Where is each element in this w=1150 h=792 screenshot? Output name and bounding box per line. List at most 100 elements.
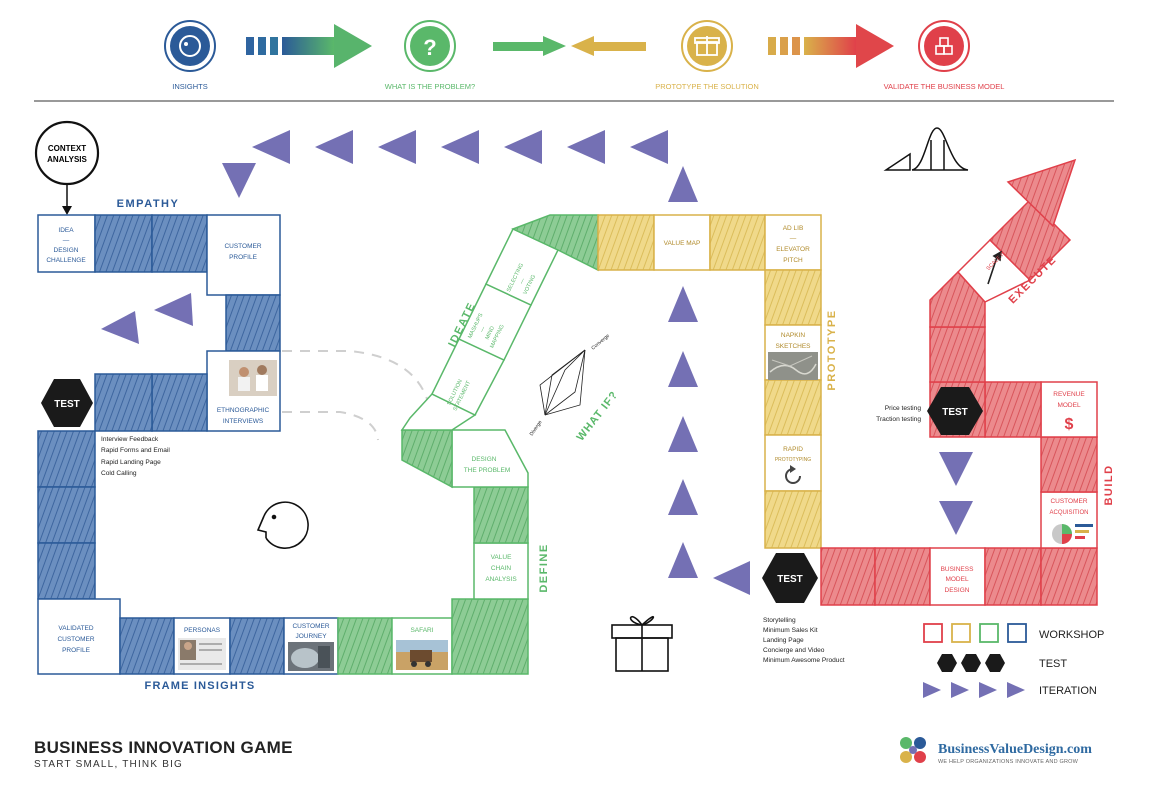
value-chain-line2: CHAIN <box>491 565 512 572</box>
iteration-arrows-right <box>939 452 973 535</box>
design-problem-line1: DESIGN <box>472 456 497 463</box>
design-problem-line2: THE PROBLEM <box>464 467 511 474</box>
rapid-line1: RAPID <box>783 446 803 453</box>
phase-label-problem: WHAT IS THE PROBLEM? <box>385 82 475 91</box>
rapid-line2: PROTOTYPING <box>775 457 811 463</box>
prototype-heading: PROTOTYPE <box>826 309 838 390</box>
napkin-photo <box>768 352 818 380</box>
iteration-arrows-top <box>222 130 698 202</box>
test-right-item-1: Price testing <box>885 405 922 412</box>
svg-text:?: ? <box>423 35 436 60</box>
selecting-line2: — <box>519 277 527 285</box>
context-line2: ANALYSIS <box>47 155 87 164</box>
test-left-item-1: Interview Feedback <box>101 436 159 443</box>
journey-photo <box>288 642 334 671</box>
acquisition-chart <box>1052 524 1093 544</box>
idea-line4: CHALLENGE <box>46 257 86 264</box>
legend-test: TEST <box>1039 658 1067 670</box>
test-mid-label: TEST <box>777 574 803 585</box>
adlib-line4: PITCH <box>783 257 803 264</box>
define-heading: DEFINE <box>538 543 550 592</box>
test-left-item-2: Rapid Forms and Email <box>101 447 170 454</box>
phase-label-prototype: PROTOTYPE THE SOLUTION <box>655 82 759 91</box>
value-chain-line1: VALUE <box>491 554 512 561</box>
test-left-label: TEST <box>54 399 80 410</box>
converge-label: Converge <box>590 333 611 352</box>
mashups-line2: — <box>479 325 487 333</box>
diverge-label: Diverge <box>529 419 544 437</box>
mashups-line3: MIND <box>485 325 497 340</box>
insights-icon <box>164 20 216 72</box>
test-left-item-4: Cold Calling <box>101 470 137 477</box>
brand-logo <box>900 737 926 763</box>
test-mid-item-1: Storytelling <box>763 617 796 624</box>
brand-name[interactable]: BusinessValueDesign.com <box>938 742 1092 757</box>
model-icon <box>918 20 970 72</box>
validated-line2: CUSTOMER <box>57 636 94 643</box>
journey-line2: JOURNEY <box>295 633 327 640</box>
phase-header: INSIGHTS ? WHAT IS THE PROBLEM? <box>34 20 1114 102</box>
test-mid-item-5: Minimum Awesome Product <box>763 657 845 664</box>
bmd-line3: DESIGN <box>945 587 970 594</box>
green-track <box>337 214 599 675</box>
diverge-converge-icon <box>539 349 586 416</box>
safari-photo <box>396 640 448 670</box>
acquisition-line1: CUSTOMER <box>1050 498 1087 505</box>
safari-label: SAFARI <box>410 627 433 634</box>
phase-label-insights: INSIGHTS <box>172 82 207 91</box>
gift-icon <box>681 20 733 72</box>
bmd-line2: MODEL <box>945 576 969 583</box>
ethnographic-photo <box>229 360 277 396</box>
yellow-track <box>597 214 822 549</box>
ethnographic-line2: INTERVIEWS <box>223 418 264 425</box>
journey-line1: CUSTOMER <box>292 623 329 630</box>
test-hexagon-right: TEST <box>927 387 983 435</box>
napkin-line1: NAPKIN <box>781 332 806 339</box>
test-hexagon-mid: TEST <box>762 553 818 603</box>
bmd-line1: BUSINESS <box>941 566 975 573</box>
phase-arrow-2 <box>768 24 894 68</box>
frame-insights-heading: FRAME INSIGHTS <box>145 680 256 692</box>
brand-tagline: WE HELP ORGANIZATIONS INNOVATE AND GROW <box>938 759 1079 765</box>
validated-line3: PROFILE <box>62 647 90 654</box>
test-mid-item-3: Landing Page <box>763 637 804 644</box>
test-mid-item-2: Minimum Sales Kit <box>763 627 818 634</box>
iteration-arrows-blue <box>101 293 193 344</box>
adlib-line3: ELEVATOR <box>776 246 810 253</box>
legend-iteration: ITERATION <box>1039 685 1097 697</box>
napkin-line2: SKETCHES <box>775 343 811 350</box>
personas-photo <box>178 638 226 670</box>
revenue-line1: REVENUE <box>1053 391 1085 398</box>
legend-workshop: WORKSHOP <box>1039 629 1104 641</box>
what-if-heading: WHAT IF? <box>575 389 621 443</box>
test-mid-item-4: Concierge and Video <box>763 647 825 654</box>
dashed-path <box>282 350 431 441</box>
test-hexagon-left: TEST <box>41 379 93 427</box>
context-analysis: CONTEXT ANALYSIS <box>34 120 100 215</box>
empathy-heading: EMPATHY <box>117 198 180 210</box>
revenue-symbol: $ <box>1065 416 1074 433</box>
adlib-line2: — <box>790 235 797 242</box>
test-right-item-2: Traction testing <box>876 416 921 423</box>
iteration-arrows-mid <box>668 286 750 595</box>
face-icon <box>256 501 309 549</box>
value-map-label: VALUE MAP <box>664 240 701 247</box>
customer-profile-line2: PROFILE <box>229 254 257 261</box>
test-right-label: TEST <box>942 407 968 418</box>
gift-box-icon <box>611 615 673 672</box>
build-heading: BUILD <box>1103 464 1115 505</box>
blue-track <box>37 214 339 675</box>
ethnographic-line1: ETHNOGRAPHIC <box>217 407 270 414</box>
test-left-item-3: Rapid Landing Page <box>101 459 161 466</box>
game-subtitle: START SMALL, THINK BIG <box>34 759 184 770</box>
idea-line3: DESIGN <box>54 247 79 254</box>
value-chain-line3: ANALYSIS <box>485 576 517 583</box>
revenue-line2: MODEL <box>1057 402 1081 409</box>
personas-label: PERSONAS <box>184 627 221 634</box>
game-title: BUSINESS INNOVATION GAME <box>34 738 293 757</box>
idea-line2: — <box>63 237 70 244</box>
question-icon: ? <box>404 20 456 72</box>
validated-line1: VALIDATED <box>58 625 93 632</box>
growth-arrow-icon <box>987 250 1002 285</box>
